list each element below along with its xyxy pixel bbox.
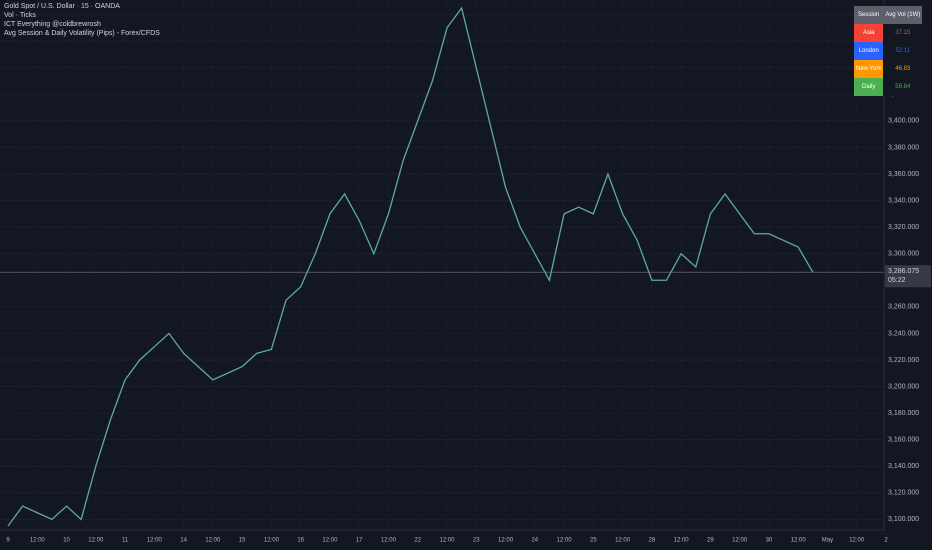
x-tick-label: 12:00 <box>557 538 573 544</box>
x-tick-label: 10 <box>63 538 70 544</box>
value-cell: 37.15 <box>883 24 923 42</box>
y-tick-label: 3,260.000 <box>888 304 919 311</box>
session-cell: New York <box>854 60 884 78</box>
indicator-label[interactable]: Avg Session & Daily Volatility (Pips) - … <box>4 30 160 37</box>
x-tick-label: 17 <box>356 538 363 544</box>
table-header-cell: Avg Vol (1W) <box>883 6 923 24</box>
x-tick-label: 12:00 <box>322 538 338 544</box>
indicator-label[interactable]: Vol · Ticks <box>4 12 36 19</box>
table-header-row: Session Avg Vol (1W) <box>854 6 923 24</box>
y-tick-label: 3,100.000 <box>888 516 919 523</box>
session-cell: Daily <box>854 78 884 96</box>
x-tick-label: 12:00 <box>381 538 397 544</box>
y-tick-label: 3,220.000 <box>888 357 919 364</box>
x-tick-label: 16 <box>297 538 304 544</box>
value-cell: 46.83 <box>883 60 923 78</box>
x-tick-label: 15 <box>239 538 246 544</box>
session-table: Session Avg Vol (1W) Asia 37.15 London 52.11 N… <box>854 6 923 96</box>
x-tick-label: 28 <box>649 538 656 544</box>
table-row: London 52.11 <box>854 42 923 60</box>
session-cell: Asia <box>854 24 884 42</box>
x-tick-label: 12:00 <box>615 538 631 544</box>
x-tick-label: 12:00 <box>88 538 104 544</box>
y-tick-label: 3,240.000 <box>888 330 919 337</box>
x-tick-label: 30 <box>766 538 773 544</box>
x-tick-label: 25 <box>590 538 597 544</box>
x-tick-label: 12:00 <box>264 538 280 544</box>
table-row: New York 46.83 <box>854 60 923 78</box>
x-tick-label: 12:00 <box>205 538 221 544</box>
table-row: Daily 59.84 <box>854 78 923 96</box>
price-line <box>7 6 814 527</box>
x-tick-label: 12:00 <box>732 538 748 544</box>
x-tick-label: 11 <box>122 538 129 544</box>
x-tick-label: 12:00 <box>849 538 865 544</box>
chart-header: Gold Spot / U.S. Dollar · 15 · OANDA Vol… <box>4 2 160 38</box>
table-row: Asia 37.15 <box>854 24 923 42</box>
y-tick-label: 3,380.000 <box>888 144 919 151</box>
y-tick-label: 3,200.000 <box>888 383 919 390</box>
x-tick-label: 12:00 <box>147 538 163 544</box>
x-tick-label: 23 <box>473 538 480 544</box>
symbol-title: Gold Spot / U.S. Dollar · 15 · OANDA <box>4 3 120 10</box>
y-tick-label: 3,300.000 <box>888 251 919 258</box>
x-tick-label: 12:00 <box>498 538 514 544</box>
x-tick-label: 12:00 <box>791 538 807 544</box>
y-tick-label: 3,140.000 <box>888 463 919 470</box>
y-tick-label: 3,360.000 <box>888 171 919 178</box>
y-tick-label: 3,180.000 <box>888 410 919 417</box>
x-tick-label: 12:00 <box>30 538 46 544</box>
x-tick-label: 14 <box>180 538 187 544</box>
x-tick-label: 12:00 <box>674 538 690 544</box>
x-tick-label: 24 <box>531 538 538 544</box>
y-tick-label: 3,320.000 <box>888 224 919 231</box>
last-price-label: 3,286.075 <box>888 268 919 275</box>
x-tick-label: 22 <box>414 538 421 544</box>
x-tick-label: 12:00 <box>439 538 455 544</box>
table-header-cell: Session <box>854 6 884 24</box>
y-tick-label: 3,160.000 <box>888 437 919 444</box>
session-cell: London <box>854 42 884 60</box>
x-tick-label: May <box>822 538 833 544</box>
y-tick-label: 3,400.000 <box>888 118 919 125</box>
countdown: 05:22 <box>888 277 906 284</box>
y-tick-label: 3,120.000 <box>888 490 919 497</box>
x-tick-label: 2 <box>884 538 888 544</box>
indicator-label[interactable]: ICT Everything @coldbrewrosh <box>4 21 101 28</box>
y-tick-label: 3,340.000 <box>888 197 919 204</box>
x-tick-label: 29 <box>707 538 714 544</box>
value-cell: 52.11 <box>883 42 923 60</box>
value-cell: 59.84 <box>883 78 923 96</box>
last-price-box <box>885 265 931 288</box>
x-tick-label: 9 <box>6 538 10 544</box>
